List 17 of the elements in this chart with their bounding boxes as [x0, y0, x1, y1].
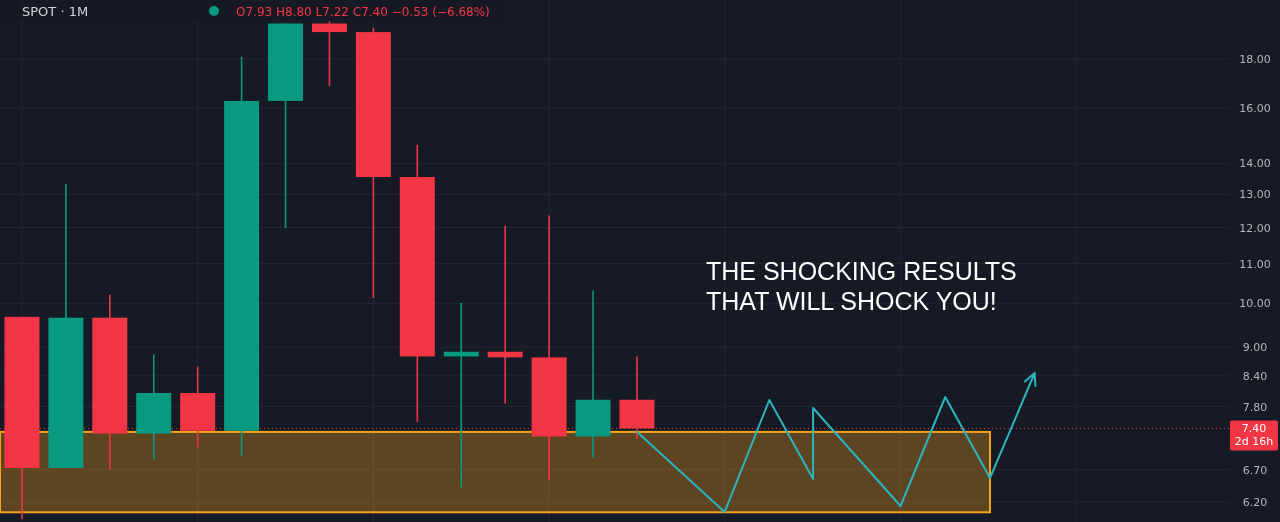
y-tick-label: 18.00: [1239, 52, 1271, 66]
y-tick-label: 8.40: [1242, 369, 1268, 383]
chart-title: SPOT · 1M: [22, 4, 89, 19]
y-tick-label: 14.00: [1239, 157, 1271, 171]
y-tick-label: 11.00: [1239, 257, 1271, 271]
ref-line-label: 7.40 2d 16h: [1234, 421, 1274, 448]
y-tick-label: 16.00: [1239, 101, 1271, 115]
annotation: THE SHOCKING RESULTS THAT WILL SHOCK YOU!: [706, 257, 1017, 315]
y-tick-label: 7.80: [1242, 400, 1268, 414]
y-tick-label: 6.20: [1242, 496, 1268, 510]
y-tick-label: 13.00: [1239, 188, 1271, 202]
candlestick: [311, 20, 347, 87]
y-tick-label: 6.70: [1242, 463, 1268, 477]
y-tick-label: 12.00: [1239, 221, 1271, 235]
y-tick-label: 10.00: [1239, 297, 1271, 311]
y-tick-label: 9.00: [1242, 341, 1268, 355]
annotation: O7.93 H8.80 L7.22 C7.40 −0.53 (−6.68%): [236, 5, 490, 19]
